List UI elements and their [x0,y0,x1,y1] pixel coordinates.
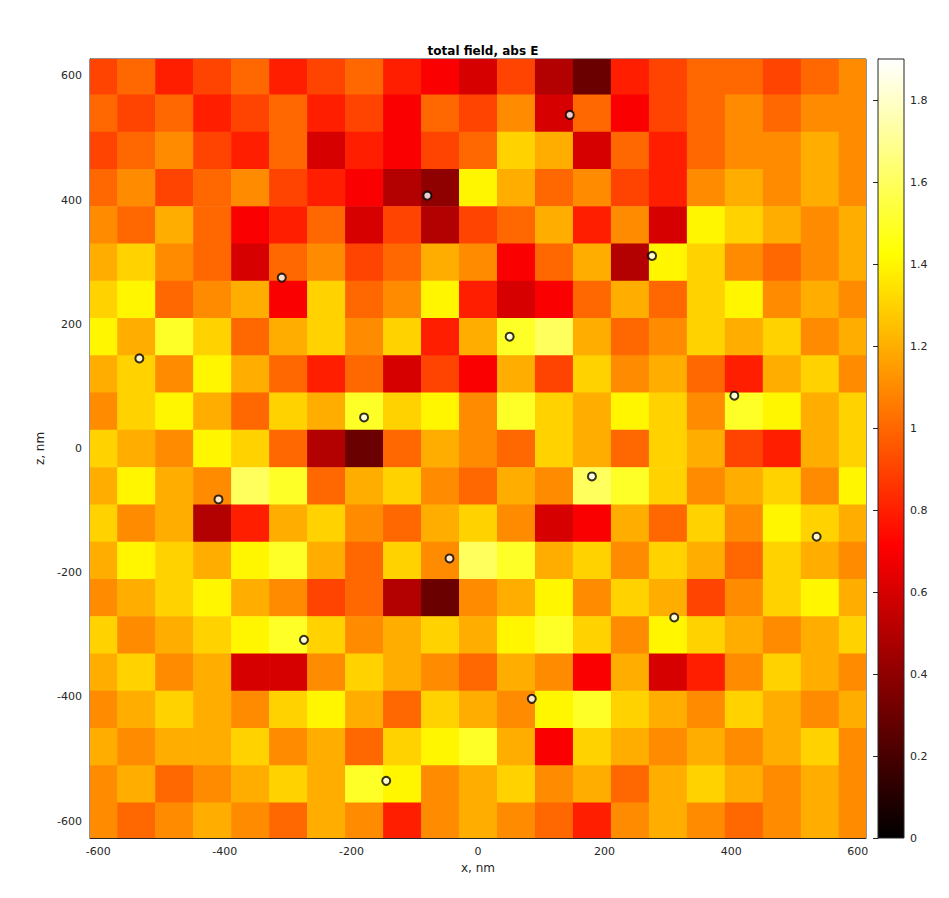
svg-text:400: 400 [61,194,82,207]
svg-text:total field, abs E: total field, abs E [428,44,539,58]
svg-text:0.2: 0.2 [910,750,928,763]
svg-text:-200: -200 [57,566,82,579]
svg-text:1.8: 1.8 [910,94,928,107]
svg-text:-600: -600 [57,815,82,828]
svg-text:200: 200 [594,845,615,858]
svg-text:1: 1 [910,422,917,435]
svg-text:-200: -200 [339,845,364,858]
svg-text:x, nm: x, nm [461,861,495,875]
svg-text:1.6: 1.6 [910,176,928,189]
svg-text:200: 200 [61,318,82,331]
svg-text:600: 600 [61,69,82,82]
svg-text:1.4: 1.4 [910,258,928,271]
svg-text:z, nm: z, nm [33,432,47,465]
svg-text:400: 400 [721,845,742,858]
svg-text:1.2: 1.2 [910,340,928,353]
svg-text:-600: -600 [86,845,111,858]
svg-text:0: 0 [910,832,917,845]
svg-text:-400: -400 [57,690,82,703]
svg-text:-400: -400 [212,845,237,858]
svg-text:600: 600 [847,845,868,858]
svg-text:0.6: 0.6 [910,586,928,599]
svg-text:0.4: 0.4 [910,668,928,681]
svg-text:0: 0 [75,442,82,455]
svg-text:0: 0 [475,845,482,858]
svg-text:0.8: 0.8 [910,504,928,517]
